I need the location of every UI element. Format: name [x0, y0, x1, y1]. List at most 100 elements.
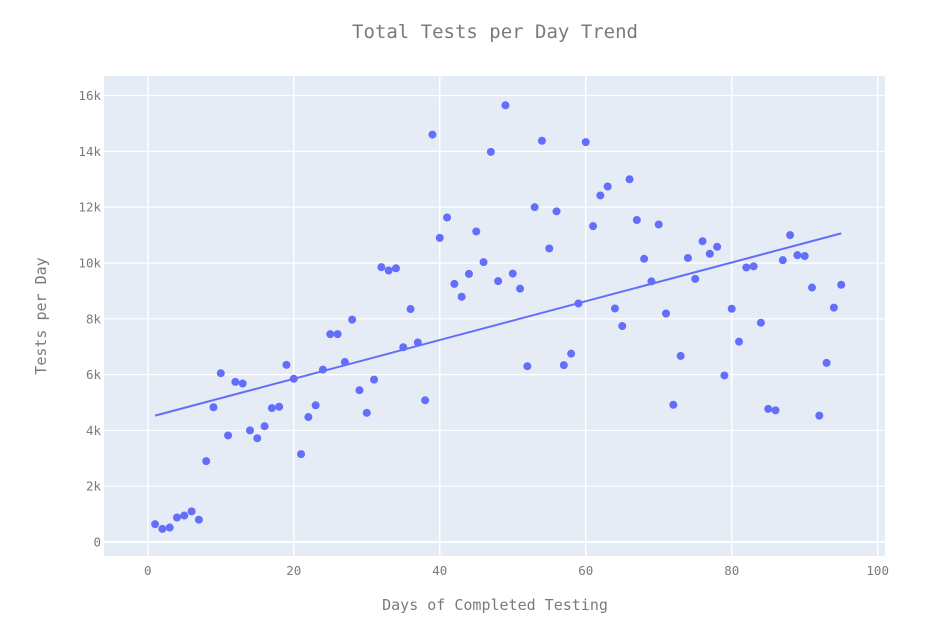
- data-point[interactable]: [581, 138, 590, 147]
- data-point[interactable]: [537, 136, 546, 145]
- data-point[interactable]: [567, 349, 576, 358]
- data-point[interactable]: [596, 191, 605, 200]
- data-point[interactable]: [808, 283, 817, 292]
- data-point[interactable]: [224, 431, 233, 440]
- data-point[interactable]: [764, 404, 773, 413]
- data-point[interactable]: [676, 351, 685, 360]
- data-point[interactable]: [479, 258, 488, 267]
- data-point[interactable]: [669, 400, 678, 409]
- data-point[interactable]: [245, 426, 254, 435]
- data-point[interactable]: [662, 309, 671, 318]
- data-point[interactable]: [545, 244, 554, 253]
- data-point[interactable]: [318, 365, 327, 374]
- data-point[interactable]: [815, 411, 824, 420]
- data-point[interactable]: [180, 511, 189, 520]
- data-point[interactable]: [275, 402, 284, 411]
- data-point[interactable]: [822, 358, 831, 367]
- data-point[interactable]: [253, 434, 262, 443]
- data-point[interactable]: [603, 182, 612, 191]
- data-point[interactable]: [304, 413, 313, 422]
- data-point[interactable]: [231, 377, 240, 386]
- data-point[interactable]: [640, 254, 649, 263]
- data-point[interactable]: [362, 408, 371, 417]
- data-point[interactable]: [202, 457, 211, 466]
- data-point[interactable]: [377, 263, 386, 272]
- data-point[interactable]: [705, 249, 714, 258]
- data-point[interactable]: [151, 520, 160, 529]
- data-point[interactable]: [829, 303, 838, 312]
- data-point[interactable]: [727, 304, 736, 313]
- data-point[interactable]: [683, 253, 692, 262]
- data-point[interactable]: [632, 216, 641, 224]
- data-point[interactable]: [260, 422, 269, 431]
- data-point[interactable]: [413, 338, 422, 347]
- data-point[interactable]: [187, 507, 196, 516]
- data-point[interactable]: [340, 358, 349, 367]
- data-point[interactable]: [508, 269, 517, 278]
- data-point[interactable]: [326, 330, 335, 339]
- data-point[interactable]: [559, 361, 568, 370]
- data-point[interactable]: [756, 318, 765, 327]
- data-point[interactable]: [625, 175, 634, 184]
- data-point[interactable]: [742, 263, 751, 272]
- data-point[interactable]: [618, 322, 627, 331]
- data-point[interactable]: [691, 274, 700, 283]
- data-point[interactable]: [421, 396, 430, 405]
- data-point[interactable]: [698, 237, 707, 246]
- data-point[interactable]: [435, 233, 444, 242]
- data-point[interactable]: [530, 203, 539, 212]
- data-point[interactable]: [355, 386, 364, 395]
- data-point[interactable]: [735, 337, 744, 346]
- data-point[interactable]: [793, 251, 802, 260]
- data-point[interactable]: [720, 371, 729, 380]
- data-point[interactable]: [472, 227, 481, 236]
- data-point[interactable]: [443, 213, 452, 222]
- data-point[interactable]: [771, 406, 780, 415]
- data-point[interactable]: [486, 147, 495, 156]
- data-point[interactable]: [494, 277, 503, 286]
- data-point[interactable]: [172, 513, 181, 522]
- trend-line: [154, 232, 842, 417]
- data-point[interactable]: [399, 343, 408, 352]
- data-point[interactable]: [165, 523, 174, 532]
- data-point[interactable]: [289, 374, 298, 383]
- data-point[interactable]: [238, 379, 247, 388]
- data-point[interactable]: [778, 256, 787, 265]
- trend-line-layer: [154, 232, 842, 417]
- data-point[interactable]: [647, 277, 656, 286]
- data-point[interactable]: [749, 262, 758, 271]
- data-point[interactable]: [348, 315, 357, 324]
- data-point[interactable]: [311, 401, 320, 410]
- data-point[interactable]: [654, 220, 663, 229]
- data-point[interactable]: [450, 279, 459, 288]
- x-tick-label: 60: [578, 563, 593, 578]
- data-point[interactable]: [574, 299, 583, 308]
- data-point[interactable]: [297, 450, 306, 459]
- data-point[interactable]: [464, 269, 473, 278]
- data-point[interactable]: [713, 242, 722, 251]
- data-point[interactable]: [786, 231, 795, 240]
- data-point[interactable]: [370, 375, 379, 384]
- data-point[interactable]: [209, 403, 218, 412]
- data-point[interactable]: [216, 369, 225, 378]
- data-point[interactable]: [589, 222, 598, 231]
- data-point[interactable]: [428, 130, 437, 139]
- data-point[interactable]: [406, 305, 415, 314]
- data-point[interactable]: [391, 264, 400, 273]
- data-point[interactable]: [267, 404, 276, 413]
- data-point[interactable]: [384, 266, 393, 275]
- data-point[interactable]: [333, 330, 342, 339]
- data-point[interactable]: [282, 360, 291, 369]
- y-tick-label: 0: [93, 535, 101, 550]
- data-point[interactable]: [501, 101, 510, 110]
- y-tick-label: 14k: [78, 144, 101, 159]
- data-point[interactable]: [457, 292, 466, 301]
- data-point[interactable]: [194, 515, 203, 524]
- data-point[interactable]: [523, 362, 532, 371]
- data-point[interactable]: [837, 280, 846, 289]
- data-point[interactable]: [800, 252, 809, 260]
- data-point[interactable]: [552, 207, 561, 216]
- data-point[interactable]: [610, 304, 619, 313]
- data-point[interactable]: [158, 524, 167, 533]
- data-point[interactable]: [516, 284, 525, 293]
